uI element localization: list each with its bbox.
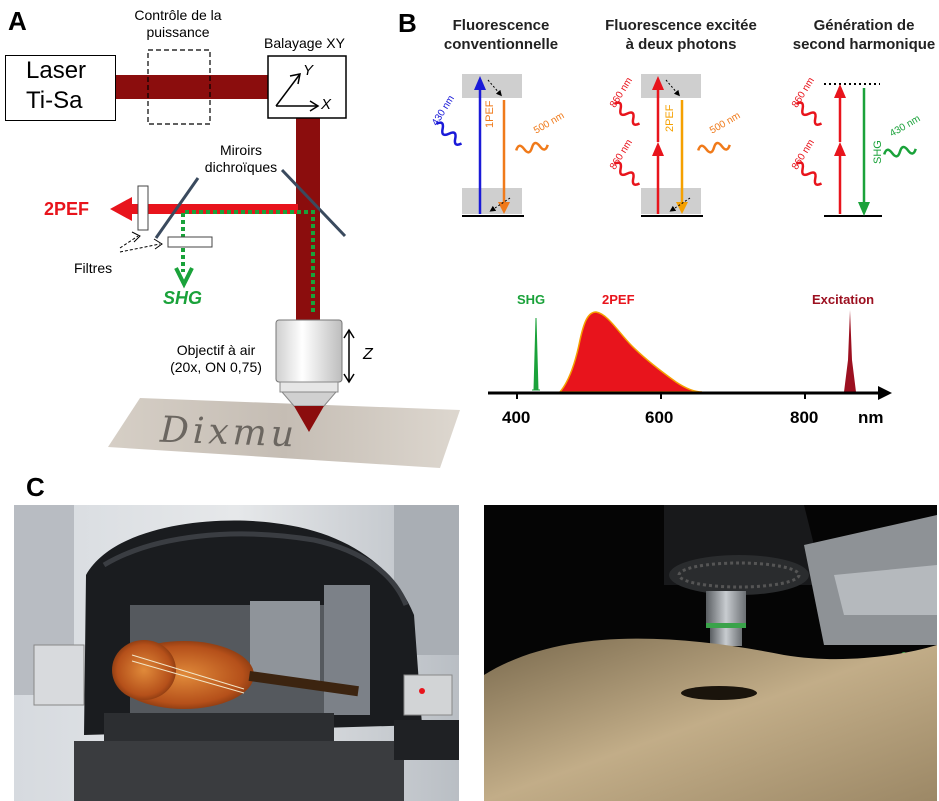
panel-b-diagram [435, 74, 917, 400]
shg-output-label: SHG [163, 288, 203, 308]
spectrum-label-excitation: Excitation [812, 292, 875, 307]
header-two-photon: Fluorescence excitée à deux photons [605, 17, 757, 53]
photo-violin-setup [14, 505, 459, 801]
power-control-box [147, 49, 211, 125]
spectrum [488, 310, 892, 400]
spectrum-2pef-band [558, 311, 703, 393]
photo-objective-manuscript [484, 505, 937, 801]
panel-a-letter: A [8, 6, 27, 36]
2pef-beam [128, 204, 298, 214]
objective-label: Objectif à air (20x, ON 0,75) [170, 342, 262, 375]
shg-arrowhead [174, 267, 194, 289]
tick-600: 600 [645, 408, 674, 427]
label-1pef: 1PEF [484, 100, 496, 128]
laser-beam-vertical [296, 116, 320, 321]
mirrors-label: Miroirs dichroïques [204, 142, 278, 175]
tick-800: 800 [790, 408, 819, 427]
axis-y-label: Y [303, 62, 314, 79]
label-2pef-transition: 2PEF [664, 104, 676, 132]
2pef-output-label: 2PEF [44, 199, 90, 219]
panel-a-diagram [108, 49, 460, 468]
panel-b-letter: B [398, 8, 417, 38]
header-shg: Génération de second harmonique [792, 17, 936, 53]
sample-paper [108, 398, 460, 468]
xy-scanner-box [267, 55, 347, 119]
spectrum-label-shg: SHG [517, 292, 546, 307]
spectrum-shg-peak [532, 317, 540, 391]
objective-body [275, 319, 343, 383]
dichroic-mirror-right [280, 168, 347, 238]
header-conventional: Fluorescence conventionnelle [443, 17, 559, 53]
spectrum-label-2pef: 2PEF [602, 292, 635, 307]
jablonski-conventional [435, 74, 549, 217]
panel-c-letter: C [26, 472, 45, 502]
laser-box: Laser Ti-Sa [5, 55, 116, 121]
axis-z-label: Z [363, 346, 373, 363]
jablonski-shg [795, 83, 917, 217]
filter-horizontal [167, 236, 213, 248]
axis-x-label: X [321, 96, 332, 113]
shg-dotted-path [181, 210, 315, 312]
tick-400: 400 [502, 408, 531, 427]
jablonski-two-photon [613, 74, 731, 217]
laser-beam-horizontal [115, 75, 270, 99]
power-control-label: Contrôle de la puissance [134, 7, 222, 40]
laser-label-line2: Ti-Sa [26, 87, 83, 114]
laser-label-line1: Laser [26, 57, 87, 84]
spectrum-excitation-peak [844, 310, 856, 392]
filters-label: Filtres [74, 260, 113, 276]
focus-cone [294, 406, 324, 432]
dichroic-mirror-left [154, 177, 200, 239]
sample-handwriting: Dixmu [159, 409, 299, 456]
label-shg-transition: SHG [872, 140, 884, 164]
scan-label: Balayage XY [264, 35, 345, 51]
unit-nm: nm [858, 408, 884, 427]
2pef-arrowhead [110, 197, 132, 221]
filter-vertical [137, 185, 149, 231]
